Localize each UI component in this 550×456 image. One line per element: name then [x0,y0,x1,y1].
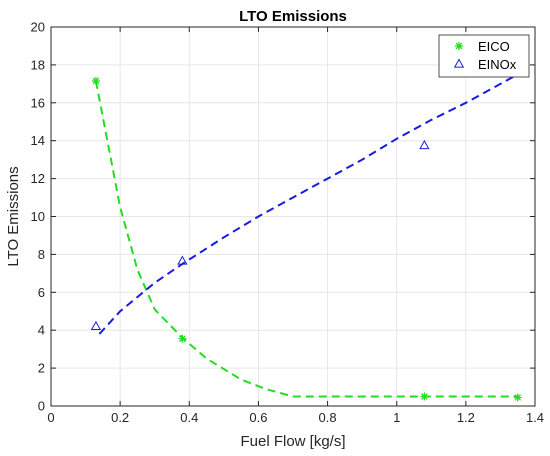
legend-item-einox: EINOx [453,57,517,72]
x-tick-label: 0.6 [249,410,267,425]
legend-box [438,34,530,78]
data-point-einox [419,139,430,150]
y-tick-label: 6 [38,285,45,300]
y-tick-label: 12 [31,171,45,186]
x-tick-label: 0.4 [180,410,198,425]
data-point-eico [420,392,429,401]
x-tick-label: 1 [393,410,400,425]
y-tick-label: 20 [31,20,45,35]
legend-symbol-einox [453,58,465,68]
y-tick-label: 0 [38,399,45,414]
y-axis-title: LTO Emissions [5,166,22,266]
chart-title: LTO Emissions [239,8,347,25]
data-point-eico [91,77,100,86]
legend: EICO EINOx [438,34,530,78]
legend-marker-eico [455,42,463,50]
legend-item-eico: EICO [455,39,510,54]
y-tick-label: 10 [31,209,45,224]
series-einox [90,71,522,335]
legend-label-eico: EICO [478,39,510,54]
y-tick-label: 4 [38,323,45,338]
y-tick-label: 16 [31,95,45,110]
y-tick-label: 2 [38,361,45,376]
x-tick-label: 0 [47,410,54,425]
x-tick-label: 1.2 [457,410,475,425]
y-tick-label: 8 [38,247,45,262]
data-point-eico [513,393,522,402]
legend-label-einox: EINOx [478,57,517,72]
x-axis-title: Fuel Flow [kg/s] [240,433,345,450]
x-tick-label: 0.2 [111,410,129,425]
series-eico [91,77,522,402]
data-point-einox [177,255,188,265]
legend-symbol-eico [455,42,463,50]
data-point-eico [178,334,187,343]
y-axis-ticks: 0 2 4 6 8 10 12 14 16 18 20 [31,20,535,414]
fit-line-einox [98,71,522,335]
x-tick-label: 0.8 [319,410,337,425]
series-layer [90,71,522,402]
x-tick-label: 1.4 [526,410,544,425]
y-tick-label: 14 [31,133,45,148]
data-point-einox [90,320,102,331]
legend-marker-einox [453,58,465,68]
x-axis-ticks: 0 0.2 0.4 0.6 0.8 1 1.2 1.4 [47,27,544,425]
y-tick-label: 18 [31,57,45,72]
